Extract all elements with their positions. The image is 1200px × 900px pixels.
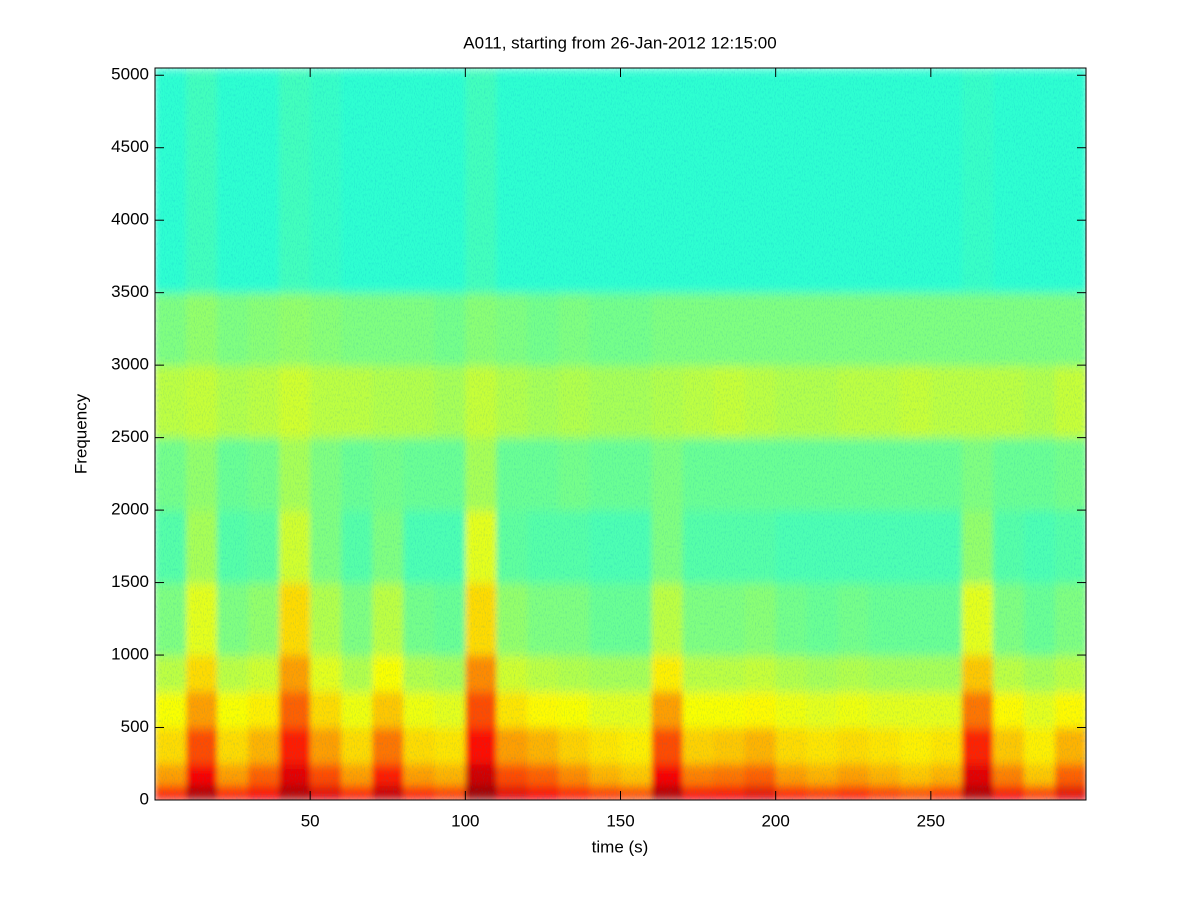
x-tick-label: 250 (917, 811, 945, 830)
y-tick-label: 500 (121, 717, 149, 736)
axes: 50 100 150 200 25005001000150020002500300035… (111, 65, 1086, 830)
noise-texture (155, 68, 1086, 800)
x-tick-label: 200 (761, 811, 789, 830)
y-tick-label: 2000 (111, 500, 149, 519)
y-tick-label: 5000 (111, 65, 149, 84)
y-tick-label: 1500 (111, 572, 149, 591)
x-tick-label: 100 (451, 811, 479, 830)
y-tick-label: 2500 (111, 427, 149, 446)
x-tick-label: 50 (301, 811, 320, 830)
y-axis-label: Frequency (71, 393, 90, 474)
y-tick-label: 1000 (111, 645, 149, 664)
x-tick-label: 150 (606, 811, 634, 830)
y-tick-label: 4500 (111, 137, 149, 156)
y-tick-label: 4000 (111, 210, 149, 229)
y-tick-label: 3000 (111, 355, 149, 374)
x-axis-label: time (s) (592, 837, 649, 856)
y-tick-label: 3500 (111, 282, 149, 301)
chart-title: A011, starting from 26-Jan-2012 12:15:00 (463, 33, 776, 52)
y-tick-label: 0 (140, 789, 149, 808)
